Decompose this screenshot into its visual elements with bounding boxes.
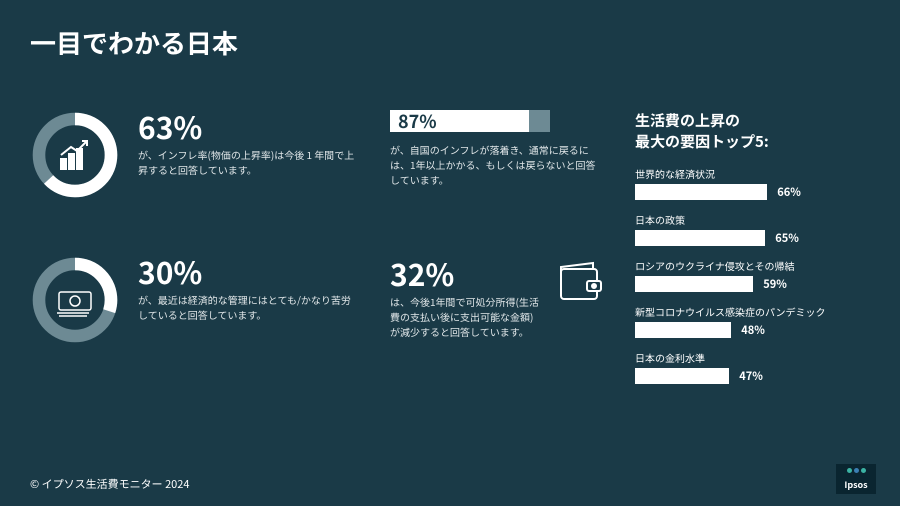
money-icon bbox=[55, 280, 95, 320]
stat-settle: 87% が、自国のインフレが落着き、通常に戻るには、1年以上かかる、もしくは戻ら… bbox=[390, 110, 605, 187]
hbar-label: ロシアのウクライナ侵攻とその帰結 bbox=[635, 258, 870, 273]
hbar-track: 48% bbox=[635, 322, 870, 338]
hbar-value: 65% bbox=[775, 230, 799, 246]
hbar-item: 日本の金利水準 47% bbox=[635, 350, 870, 384]
wallet-icon bbox=[555, 257, 605, 307]
hbar-track: 65% bbox=[635, 230, 870, 246]
hbar-track: 47% bbox=[635, 368, 870, 384]
stat-disposable: 32% は、今後1年間で可処分所得(生活費の支払い後に支出可能な金額)が減少する… bbox=[390, 257, 605, 339]
progress-fill: 87% bbox=[390, 110, 529, 132]
hbar-value: 47% bbox=[739, 368, 763, 384]
hbar-value: 66% bbox=[777, 184, 801, 200]
hbar-item: 日本の政策 65% bbox=[635, 212, 870, 246]
hbar-fill: 48% bbox=[635, 322, 731, 338]
stat-description: が、インフレ率(物価の上昇率)は今後 1 年間で上昇すると回答しています。 bbox=[138, 147, 360, 177]
top5-title: 生活費の上昇の 最大の要因トップ5: bbox=[635, 110, 870, 152]
content-area: 63% が、インフレ率(物価の上昇率)は今後 1 年間で上昇すると回答しています… bbox=[30, 110, 870, 400]
chart-up-icon bbox=[55, 135, 95, 175]
hbar-value: 48% bbox=[741, 322, 765, 338]
stat-description: が、最近は経済的な管理にはとても/かなり苦労していると回答しています。 bbox=[138, 292, 360, 322]
progress-value: 87% bbox=[398, 108, 437, 134]
middle-column: 87% が、自国のインフレが落着き、通常に戻るには、1年以上かかる、もしくは戻ら… bbox=[390, 110, 605, 400]
stat-inflation: 63% が、インフレ率(物価の上昇率)は今後 1 年間で上昇すると回答しています… bbox=[30, 110, 360, 200]
stat-description: が、自国のインフレが落着き、通常に戻るには、1年以上かかる、もしくは戻らないと回… bbox=[390, 142, 605, 187]
top5-bars: 世界的な経済状況 66% 日本の政策 65% ロシアのウクライナ侵攻とその帰結 59% 新型… bbox=[635, 166, 870, 384]
hbar-fill: 47% bbox=[635, 368, 729, 384]
donut-chart-inflation bbox=[30, 110, 120, 200]
hbar-fill: 66% bbox=[635, 184, 767, 200]
hbar-track: 59% bbox=[635, 276, 870, 292]
hbar-label: 新型コロナウイルス感染症のパンデミック bbox=[635, 304, 870, 319]
stat-value: 30% bbox=[138, 255, 360, 288]
donut-chart-struggle bbox=[30, 255, 120, 345]
hbar-fill: 59% bbox=[635, 276, 753, 292]
footer-copyright: © イプソス生活費モニター 2024 bbox=[30, 476, 190, 492]
hbar-label: 日本の金利水準 bbox=[635, 350, 870, 365]
stat-description: は、今後1年間で可処分所得(生活費の支払い後に支出可能な金額)が減少すると回答し… bbox=[390, 294, 541, 339]
stat-struggle: 30% が、最近は経済的な管理にはとても/かなり苦労していると回答しています。 bbox=[30, 255, 360, 345]
right-column: 生活費の上昇の 最大の要因トップ5: 世界的な経済状況 66% 日本の政策 65% ロシ… bbox=[635, 110, 870, 400]
hbar-item: 世界的な経済状況 66% bbox=[635, 166, 870, 200]
hbar-fill: 65% bbox=[635, 230, 765, 246]
hbar-track: 66% bbox=[635, 184, 870, 200]
hbar-label: 日本の政策 bbox=[635, 212, 870, 227]
stat-value: 32% bbox=[390, 257, 541, 290]
hbar-label: 世界的な経済状況 bbox=[635, 166, 870, 181]
logo-text: Ipsos bbox=[844, 478, 867, 491]
progress-bar: 87% bbox=[390, 110, 550, 132]
ipsos-logo: Ipsos bbox=[836, 464, 876, 494]
hbar-item: ロシアのウクライナ侵攻とその帰結 59% bbox=[635, 258, 870, 292]
hbar-item: 新型コロナウイルス感染症のパンデミック 48% bbox=[635, 304, 870, 338]
hbar-value: 59% bbox=[763, 276, 787, 292]
page-title: 一目でわかる日本 bbox=[0, 0, 900, 61]
left-column: 63% が、インフレ率(物価の上昇率)は今後 1 年間で上昇すると回答しています… bbox=[30, 110, 360, 400]
stat-value: 63% bbox=[138, 110, 360, 143]
